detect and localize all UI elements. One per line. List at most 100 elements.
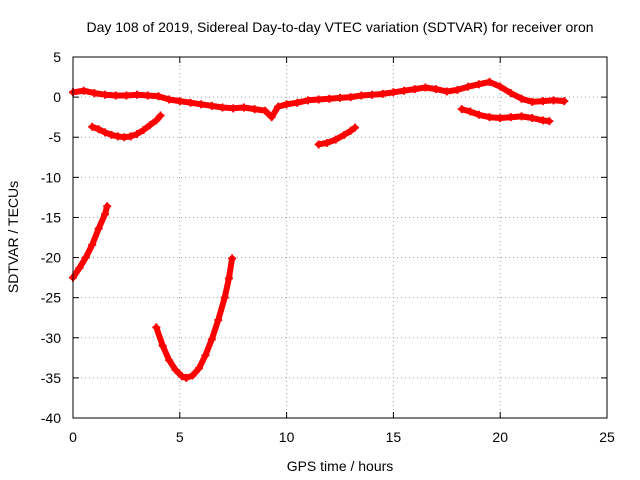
y-tick-label: 5 [53, 49, 61, 65]
data-point [182, 373, 191, 382]
data-point [145, 121, 154, 130]
data-point [410, 85, 419, 94]
series-arc-3 [458, 106, 553, 125]
data-point [171, 365, 180, 374]
data-point [517, 94, 526, 103]
data-point [156, 111, 165, 120]
data-point [175, 97, 184, 106]
data-point [186, 98, 195, 107]
data-point [267, 113, 276, 122]
data-point [506, 113, 515, 122]
data-point [152, 323, 161, 332]
data-point [126, 132, 135, 141]
data-point [158, 341, 167, 350]
data-point [432, 85, 441, 94]
data-point [466, 107, 475, 116]
axis-ticks: 0 5 10 15 20 25 5 0 -5 -10 -15 -20 -25 -30 -35 -40 [41, 49, 615, 445]
data-point [453, 85, 462, 94]
y-axis-label: SDTVAR / TECUs [5, 181, 21, 293]
data-point [314, 95, 323, 104]
data-point [79, 86, 88, 95]
data-point [496, 113, 505, 122]
data-point [293, 98, 302, 107]
data-point [442, 87, 451, 96]
data-point [545, 117, 554, 126]
data-point [94, 125, 103, 134]
data-point [538, 97, 547, 106]
y-tick-label: 0 [53, 89, 61, 105]
data-point [400, 86, 409, 95]
y-tick-label: -40 [41, 410, 61, 426]
plot-frame [72, 56, 608, 419]
data-point [274, 102, 283, 111]
data-point [485, 113, 494, 122]
data-point [224, 274, 233, 283]
y-tick-label: -10 [41, 169, 61, 185]
data-point [340, 130, 349, 139]
data-point [474, 80, 483, 89]
x-axis-label: GPS time / hours [287, 458, 394, 474]
data-point [195, 364, 204, 373]
data-point [485, 77, 494, 86]
data-point [188, 371, 197, 380]
y-tick-label: -35 [41, 370, 61, 386]
data-point [474, 110, 483, 119]
data-point [139, 126, 148, 135]
data-point [457, 105, 466, 114]
data-point [239, 103, 248, 112]
y-tick-label: -25 [41, 290, 61, 306]
data-point [346, 93, 355, 102]
data-point [133, 130, 142, 139]
data-point [207, 335, 216, 344]
data-point [101, 210, 110, 219]
data-point [517, 112, 526, 121]
x-tick-label: 25 [599, 429, 615, 445]
data-point [228, 254, 237, 263]
grid-lines [73, 57, 607, 418]
y-tick-label: -30 [41, 330, 61, 346]
data-point [350, 123, 359, 132]
data-point [88, 240, 97, 249]
y-tick-label: -20 [41, 250, 61, 266]
x-tick-label: 0 [69, 429, 77, 445]
chart-title: Day 108 of 2019, Sidereal Day-to-day VTE… [86, 19, 593, 35]
x-tick-label: 5 [176, 429, 184, 445]
data-point [560, 97, 569, 106]
data-point [177, 372, 186, 381]
data-point [303, 96, 312, 105]
data-point [528, 113, 537, 122]
data-point [165, 356, 174, 365]
data-point [549, 96, 558, 105]
data-point [325, 94, 334, 103]
data-point [464, 82, 473, 91]
data-point [220, 293, 229, 302]
data-point [101, 128, 110, 137]
x-tick-label: 10 [279, 429, 295, 445]
data-point [143, 91, 152, 100]
data-point [111, 91, 120, 100]
y-tick-label: -5 [49, 129, 62, 145]
data-point [346, 126, 355, 135]
data-point [201, 351, 210, 360]
data-point [336, 93, 344, 102]
data-point [528, 97, 537, 106]
data-point [368, 90, 377, 99]
data-point [88, 122, 97, 131]
y-tick-label: -15 [41, 209, 61, 225]
data-point [214, 316, 223, 325]
data-point [133, 90, 142, 99]
data-point [282, 100, 291, 109]
data-point [165, 95, 174, 104]
data-point [357, 91, 366, 100]
series-bowl [153, 255, 236, 381]
data-point [229, 104, 238, 113]
data-point [389, 88, 398, 97]
data-point [218, 103, 227, 112]
data-point [261, 106, 270, 115]
x-tick-label: 15 [386, 429, 402, 445]
data-point [152, 116, 161, 125]
series-ramp-1 [70, 203, 111, 281]
data-point [496, 82, 505, 91]
data-point [122, 91, 131, 100]
